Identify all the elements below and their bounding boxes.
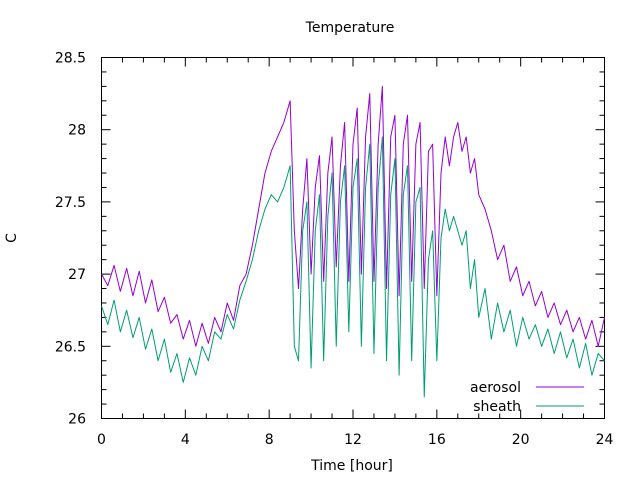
y-tick-label: 26: [68, 412, 86, 428]
x-tick-label: 24: [596, 432, 614, 448]
x-tick-label: 4: [181, 432, 190, 448]
x-tick-label: 12: [344, 432, 362, 448]
y-tick-label: 27: [68, 267, 86, 283]
axis-tick-labels: 0 4 8 12 16 20 24 26 26.5 27 27.5 28 28.5: [55, 51, 614, 449]
chart-title: Temperature: [305, 20, 395, 36]
plot-frame: [101, 57, 605, 419]
y-axis-label: C: [4, 233, 20, 243]
x-tick-label: 0: [97, 432, 106, 448]
x-axis-label: Time [hour]: [310, 458, 393, 474]
data-series: [101, 85, 605, 398]
series-line-sheath: [101, 136, 605, 398]
y-tick-label: 26.5: [55, 339, 86, 355]
axis-ticks: [101, 57, 605, 419]
y-tick-label: 28: [68, 123, 86, 139]
legend-label-sheath: sheath: [473, 399, 521, 415]
x-tick-label: 8: [265, 432, 274, 448]
y-tick-label: 28.5: [55, 51, 86, 67]
legend: aerosol sheath: [470, 380, 584, 415]
series-line-aerosol: [101, 85, 605, 347]
x-tick-label: 20: [512, 432, 530, 448]
x-tick-label: 16: [428, 432, 446, 448]
y-tick-label: 27.5: [55, 195, 86, 211]
legend-label-aerosol: aerosol: [470, 380, 521, 396]
